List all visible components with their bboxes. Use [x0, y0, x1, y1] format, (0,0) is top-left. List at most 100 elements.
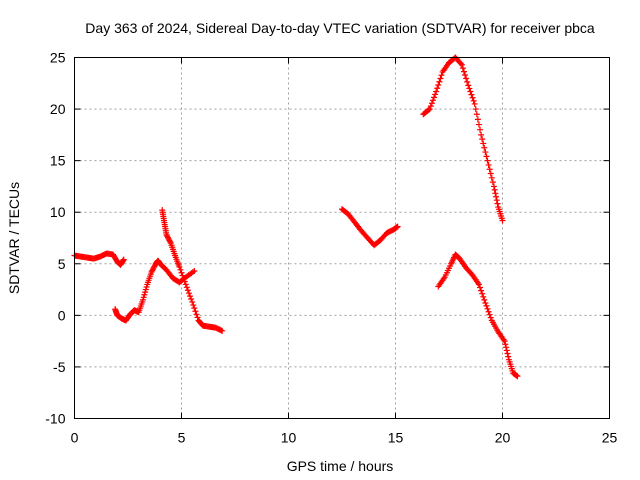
data-point [178, 269, 185, 276]
data-point [492, 190, 499, 197]
data-point [184, 287, 191, 294]
data-point [482, 299, 489, 306]
data-point [514, 373, 521, 380]
data-point [493, 193, 500, 200]
data-point [458, 61, 465, 68]
chart-title: Day 363 of 2024, Sidereal Day-to-day VTE… [85, 20, 595, 36]
data-point [484, 305, 491, 312]
series-arc-1 [71, 250, 127, 268]
data-point [469, 94, 476, 101]
data-point [193, 311, 200, 318]
data-point [466, 85, 473, 92]
data-point [436, 78, 443, 85]
data-point [503, 347, 510, 354]
y-tick-label: 0 [58, 307, 66, 323]
data-point [501, 338, 508, 345]
data-point [425, 106, 432, 113]
data-point [183, 284, 190, 291]
data-point [481, 296, 488, 303]
data-point [487, 314, 494, 321]
data-point [493, 197, 500, 204]
data-point [504, 350, 511, 357]
data-point [177, 266, 184, 273]
data-point [480, 293, 487, 300]
data-point [480, 140, 487, 147]
data-point [459, 65, 466, 72]
data-point [426, 106, 433, 113]
data-point [477, 126, 484, 133]
plot-frame [74, 57, 610, 419]
data-point [483, 302, 490, 309]
series-arc-6 [435, 251, 521, 380]
y-axis-label: SDTVAR / TECUs [6, 182, 22, 294]
data-point [505, 353, 512, 360]
data-point [438, 72, 445, 79]
data-point [120, 256, 127, 263]
data-point [478, 131, 485, 138]
data-point [474, 116, 481, 123]
data-point [483, 153, 490, 160]
data-point [485, 308, 492, 315]
data-point [489, 179, 496, 186]
x-tick-label: 20 [495, 430, 511, 446]
data-point [470, 97, 477, 104]
data-point [437, 75, 444, 82]
data-point [484, 157, 491, 164]
data-point [467, 88, 474, 95]
x-tick-label: 15 [388, 430, 404, 446]
data-point [460, 68, 467, 75]
data-point [471, 100, 478, 107]
data-point [432, 91, 439, 98]
data-point [468, 91, 475, 98]
series-arc-3 [159, 207, 226, 334]
series-arc-4 [339, 206, 401, 249]
x-tick-label: 25 [602, 430, 618, 446]
series-arc-2 [112, 257, 198, 324]
grid-lines [74, 57, 610, 419]
data-point [499, 217, 506, 224]
data-point [429, 97, 436, 104]
x-tick-label: 10 [281, 430, 297, 446]
data-point [180, 275, 187, 282]
data-point [434, 85, 441, 92]
data-point [475, 281, 482, 288]
data-point [427, 103, 434, 110]
series-arc-5 [420, 54, 506, 224]
data-point [479, 136, 486, 143]
data-point [472, 106, 479, 113]
y-tick-label: 25 [50, 50, 66, 66]
data-point [473, 111, 480, 118]
data-point [394, 223, 401, 230]
data-point [187, 293, 194, 300]
y-tick-label: 20 [50, 101, 66, 117]
data-point [486, 311, 493, 318]
data-point [167, 238, 174, 245]
y-tick-label: 15 [50, 153, 66, 169]
data-point [194, 314, 201, 321]
data-point [475, 121, 482, 128]
data-point [488, 174, 495, 181]
axis-ticks [74, 57, 610, 419]
y-tick-label: -5 [53, 359, 66, 375]
x-tick-label: 0 [71, 430, 79, 446]
data-point [502, 341, 509, 348]
y-tick-label: 10 [50, 204, 66, 220]
data-point [179, 272, 186, 279]
data-point [182, 281, 189, 288]
data-point [477, 284, 484, 291]
data-point [435, 82, 442, 89]
data-point [487, 170, 494, 177]
x-tick-label: 5 [178, 430, 186, 446]
x-axis-label: GPS time / hours [287, 458, 394, 474]
data-point [185, 290, 192, 297]
data-point [176, 263, 183, 270]
data-point [181, 278, 188, 285]
data-point [478, 287, 485, 294]
data-point [190, 302, 197, 309]
data-point [188, 296, 195, 303]
data-point [428, 100, 435, 107]
data-point [219, 327, 226, 334]
tick-labels: 0 5 10 15 20 25 -10 -5 0 5 10 15 20 25 [45, 50, 617, 446]
data-point [191, 305, 198, 312]
